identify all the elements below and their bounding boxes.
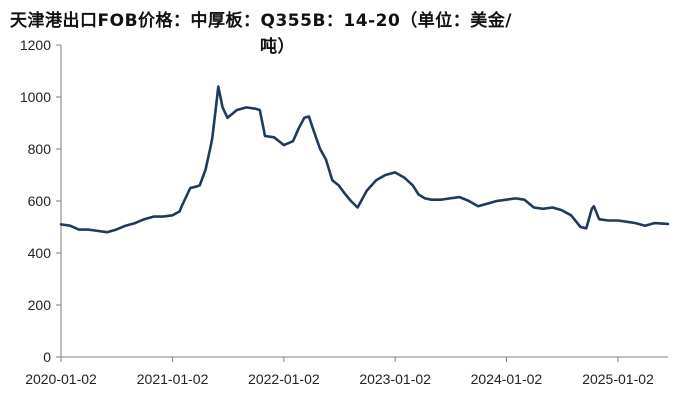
- y-tick-label: 800: [28, 141, 52, 157]
- y-tick-label: 200: [28, 297, 52, 313]
- y-tick-label: 1200: [20, 37, 51, 53]
- x-tick-label: 2021-01-02: [137, 371, 209, 387]
- y-tick-label: 600: [28, 193, 52, 209]
- x-tick-label: 2023-01-02: [359, 371, 431, 387]
- x-tick-label: 2025-01-02: [582, 371, 654, 387]
- y-tick-label: 1000: [20, 89, 51, 105]
- chart-title-line-2: 吨）: [260, 37, 295, 57]
- x-tick-label: 2024-01-02: [471, 371, 543, 387]
- y-tick-label: 400: [28, 245, 52, 261]
- chart-title: 天津港出口FOB价格：中厚板：Q355B：14-20（单位：美金/ 吨）: [10, 8, 570, 60]
- x-tick-label: 2020-01-02: [25, 371, 97, 387]
- chart-title-line-1: 天津港出口FOB价格：中厚板：Q355B：14-20（单位：美金/: [10, 11, 512, 31]
- series-line: [59, 85, 670, 234]
- y-tick-label: 0: [43, 349, 51, 365]
- x-tick-label: 2022-01-02: [248, 371, 320, 387]
